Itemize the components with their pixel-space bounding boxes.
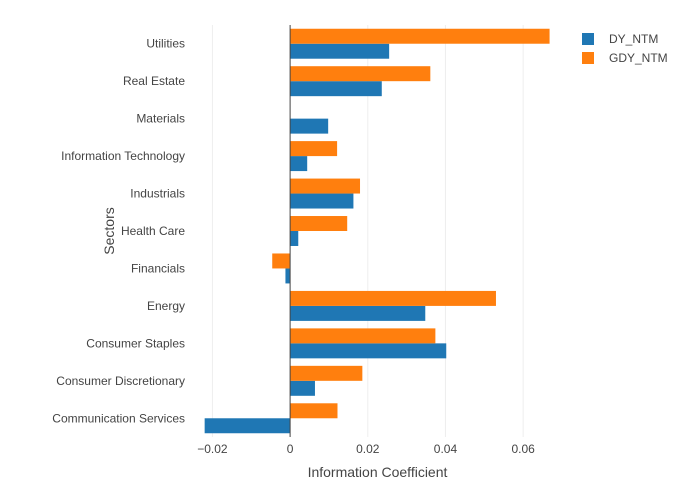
- y-tick-labels: Communication Services Consumer Discretio…: [52, 37, 185, 426]
- bar-gdy-ntm-real-estate[interactable]: [290, 66, 431, 82]
- x-tick-label: 0.06: [511, 442, 535, 456]
- y-tick-label: Financials: [131, 261, 185, 275]
- y-tick-label: Real Estate: [123, 74, 185, 88]
- bar-gdy-ntm-information-technology[interactable]: [290, 141, 338, 157]
- legend-label: GDY_NTM: [609, 51, 668, 65]
- y-tick-label: Energy: [147, 299, 185, 313]
- x-tick-label: 0.04: [434, 442, 458, 456]
- bar-dy-ntm-energy[interactable]: [290, 305, 426, 321]
- bar-gdy-ntm-consumer-staples[interactable]: [290, 328, 436, 344]
- bar-gdy-ntm-industrials[interactable]: [290, 178, 361, 194]
- y-tick-label: Utilities: [146, 37, 185, 51]
- bar-dy-ntm-health-care[interactable]: [290, 231, 299, 246]
- bar-gdy-ntm-financials[interactable]: [272, 253, 291, 269]
- legend-swatch: [582, 33, 594, 45]
- bar-dy-ntm-utilities[interactable]: [290, 43, 390, 59]
- legend[interactable]: DY_NTM GDY_NTM: [582, 32, 668, 65]
- legend-item-dy-ntm[interactable]: DY_NTM: [582, 32, 658, 46]
- bar-gdy-ntm-health-care[interactable]: [290, 216, 348, 231]
- bars: [204, 28, 550, 434]
- bar-dy-ntm-consumer-discretionary[interactable]: [290, 380, 315, 396]
- y-tick-label: Materials: [136, 112, 185, 126]
- bar-dy-ntm-communication-services[interactable]: [204, 418, 291, 434]
- y-tick-label: Consumer Discretionary: [56, 374, 185, 388]
- legend-swatch: [582, 52, 594, 64]
- x-tick-labels: −0.02 0 0.02 0.04 0.06: [197, 442, 535, 456]
- bar-gdy-ntm-utilities[interactable]: [290, 28, 550, 44]
- legend-label: DY_NTM: [609, 32, 658, 46]
- bar-dy-ntm-financials[interactable]: [285, 268, 291, 284]
- bar-dy-ntm-materials[interactable]: [290, 118, 329, 134]
- y-tick-label: Health Care: [121, 224, 185, 238]
- x-tick-label: 0: [287, 442, 294, 456]
- y-axis-title: Sectors: [101, 207, 117, 254]
- y-tick-label: Consumer Staples: [86, 336, 185, 350]
- bar-dy-ntm-real-estate[interactable]: [290, 81, 382, 97]
- x-tick-label: 0.02: [356, 442, 380, 456]
- bar-gdy-ntm-energy[interactable]: [290, 290, 496, 306]
- x-axis-title: Information Coefficient: [308, 464, 448, 480]
- y-tick-label: Communication Services: [52, 411, 185, 425]
- bar-gdy-ntm-communication-services[interactable]: [290, 403, 338, 419]
- bar-dy-ntm-consumer-staples[interactable]: [290, 343, 447, 359]
- x-tick-label: −0.02: [197, 442, 228, 456]
- y-tick-label: Industrials: [130, 187, 185, 201]
- legend-item-gdy-ntm[interactable]: GDY_NTM: [582, 51, 668, 65]
- bar-gdy-ntm-consumer-discretionary[interactable]: [290, 365, 363, 381]
- bar-dy-ntm-information-technology[interactable]: [290, 156, 308, 172]
- bar-dy-ntm-industrials[interactable]: [290, 193, 354, 209]
- y-tick-label: Information Technology: [61, 149, 185, 163]
